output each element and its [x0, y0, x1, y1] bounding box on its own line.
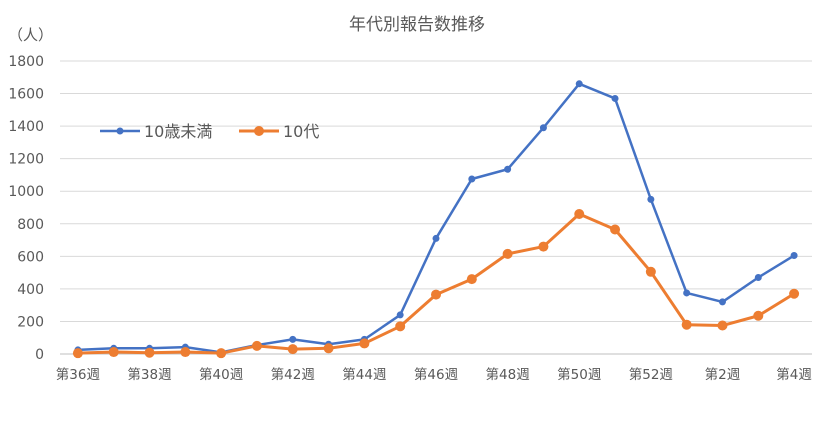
data-point: [610, 224, 621, 235]
x-tick-label: 第40週: [199, 366, 244, 383]
y-tick-label: 1800: [8, 54, 44, 70]
data-point: [539, 124, 547, 132]
x-tick-label: 第44週: [342, 366, 387, 383]
data-point: [431, 289, 441, 300]
chart-title: 年代別報告数推移: [349, 15, 485, 35]
data-point: [180, 347, 191, 358]
x-tick-label: 第38週: [127, 366, 172, 383]
data-point: [683, 289, 691, 297]
data-point: [681, 319, 692, 330]
legend: 10歳未満 10代: [100, 122, 319, 141]
data-point: [645, 266, 656, 277]
x-tick-label: 第48週: [486, 366, 531, 383]
legend-label: 10歳未満: [144, 122, 212, 141]
legend-marker: [116, 127, 124, 135]
y-axis-unit-label: （人）: [8, 26, 53, 44]
y-tick-label: 600: [17, 249, 44, 265]
gridlines: [60, 60, 812, 355]
data-point: [432, 234, 440, 242]
data-point: [754, 273, 762, 281]
data-point: [790, 252, 798, 260]
x-axis-ticks: 第36週 第38週 第40週 第42週 第44週 第46週 第48週 第50週 第52週 第2週 第…: [56, 366, 813, 383]
y-axis-ticks: 0 200 400 600 800 1000 1200 1400 1600 1800: [8, 54, 44, 363]
data-point: [468, 175, 476, 183]
data-point: [647, 195, 655, 203]
x-tick-label: 第50週: [557, 366, 602, 383]
y-tick-label: 800: [17, 217, 44, 233]
data-point: [611, 94, 619, 102]
data-point: [538, 241, 549, 252]
x-tick-label: 第36週: [56, 366, 101, 383]
data-point: [108, 347, 119, 358]
data-point: [144, 347, 155, 358]
data-point: [575, 80, 583, 88]
data-point: [574, 209, 585, 220]
data-point: [717, 320, 728, 331]
x-tick-label: 第52週: [629, 366, 674, 383]
x-tick-label: 第46週: [414, 366, 459, 383]
data-point: [504, 165, 512, 173]
data-point: [323, 343, 334, 354]
series-2: [72, 209, 800, 359]
data-point: [287, 344, 298, 355]
data-point: [718, 298, 726, 306]
data-point: [216, 348, 227, 359]
series-group: [72, 80, 800, 359]
legend-marker: [254, 126, 264, 136]
data-point: [251, 340, 262, 351]
legend-label: 10代: [283, 122, 319, 141]
y-tick-label: 400: [17, 282, 44, 298]
y-tick-label: 1000: [8, 184, 44, 200]
data-point: [72, 348, 83, 359]
data-point: [789, 288, 800, 299]
data-point: [753, 310, 764, 321]
x-tick-label: 第42週: [271, 366, 316, 383]
y-tick-label: 1600: [8, 87, 44, 103]
data-point: [289, 335, 297, 343]
data-point: [396, 311, 404, 319]
x-tick-label: 第4週: [776, 366, 812, 383]
series-line: [77, 212, 795, 355]
y-tick-label: 1400: [8, 119, 44, 135]
x-tick-label: 第2週: [705, 366, 741, 383]
data-point: [395, 321, 406, 332]
data-point: [502, 248, 513, 259]
y-tick-label: 200: [17, 314, 44, 330]
y-tick-label: 0: [35, 347, 44, 363]
y-tick-label: 1200: [8, 152, 44, 168]
data-point: [359, 338, 370, 349]
data-point: [466, 274, 477, 285]
